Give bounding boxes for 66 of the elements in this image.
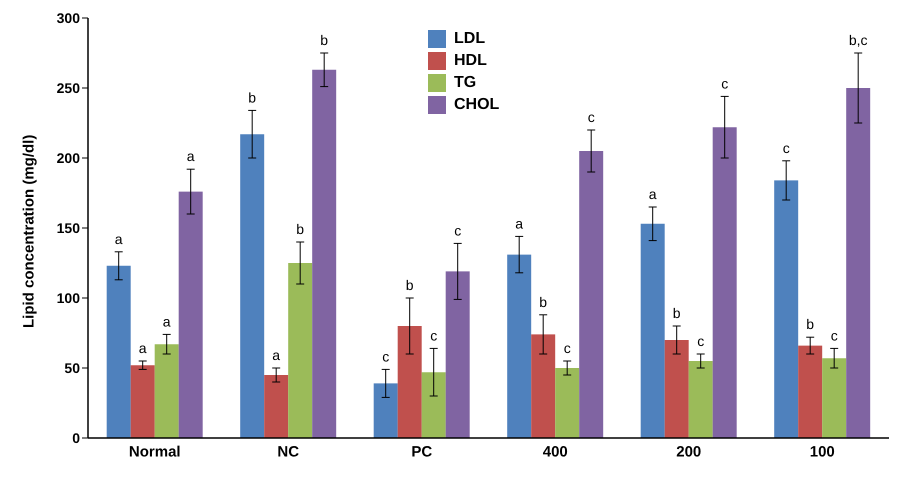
y-tick-label: 200 (56, 150, 80, 166)
y-tick-label: 150 (56, 220, 80, 236)
bar (130, 365, 155, 438)
bar (446, 271, 470, 438)
bar (712, 127, 737, 438)
data-label: b (406, 277, 414, 293)
bar (664, 340, 689, 438)
bar (398, 326, 422, 438)
bar (774, 180, 798, 438)
bar (640, 224, 665, 438)
bar (312, 70, 336, 438)
bar (374, 383, 398, 438)
data-label: c (430, 327, 438, 344)
data-label: b (672, 305, 681, 321)
legend-label: LDL (454, 30, 486, 48)
bar (555, 368, 580, 438)
data-label: a (114, 230, 123, 247)
data-label: c (782, 140, 790, 156)
bar (688, 361, 713, 438)
bar (846, 88, 870, 438)
bar (507, 254, 532, 438)
data-label: c (454, 222, 462, 238)
y-axis-title: Lipid concentration (mg/dl) (20, 134, 38, 328)
data-label: a (515, 215, 524, 232)
bar (798, 346, 822, 438)
data-label: b,c (848, 32, 868, 48)
data-label: a (648, 186, 657, 202)
data-label: a (162, 313, 171, 330)
bar (422, 372, 446, 438)
x-tick-label: 400 (542, 444, 568, 461)
x-tick-label: 100 (810, 444, 835, 461)
bar (178, 192, 203, 438)
y-tick-label: 300 (56, 10, 80, 26)
data-label: b (539, 294, 548, 310)
legend-label: TG (454, 74, 476, 92)
y-tick-label: 50 (64, 360, 80, 376)
y-tick-label: 100 (56, 290, 80, 306)
y-tick-label: 250 (56, 80, 80, 96)
data-label: b (248, 89, 256, 106)
y-tick-label: 0 (72, 430, 80, 446)
data-label: b (296, 221, 304, 237)
bar (288, 263, 312, 438)
bar (240, 134, 264, 438)
bar (579, 151, 604, 438)
data-label: c (697, 333, 704, 349)
data-label: b (806, 316, 814, 332)
bar (106, 266, 131, 438)
legend-label: HDL (454, 52, 487, 70)
x-tick-label: Normal (128, 444, 181, 461)
x-tick-label: NC (277, 444, 300, 461)
data-label: a (138, 340, 147, 356)
x-tick-label: 200 (676, 444, 702, 461)
legend-label: CHOL (454, 96, 500, 114)
data-label: b (320, 32, 328, 48)
data-label: c (564, 340, 571, 356)
bar (822, 358, 846, 438)
data-label: c (382, 348, 390, 364)
x-tick-label: PC (411, 444, 432, 461)
data-label: a (272, 347, 280, 363)
bar (154, 344, 179, 438)
data-label: c (721, 75, 728, 92)
data-label: c (588, 109, 595, 125)
data-label: a (186, 148, 195, 164)
bar (264, 375, 288, 438)
bar (531, 334, 556, 438)
data-label: c (830, 327, 838, 344)
